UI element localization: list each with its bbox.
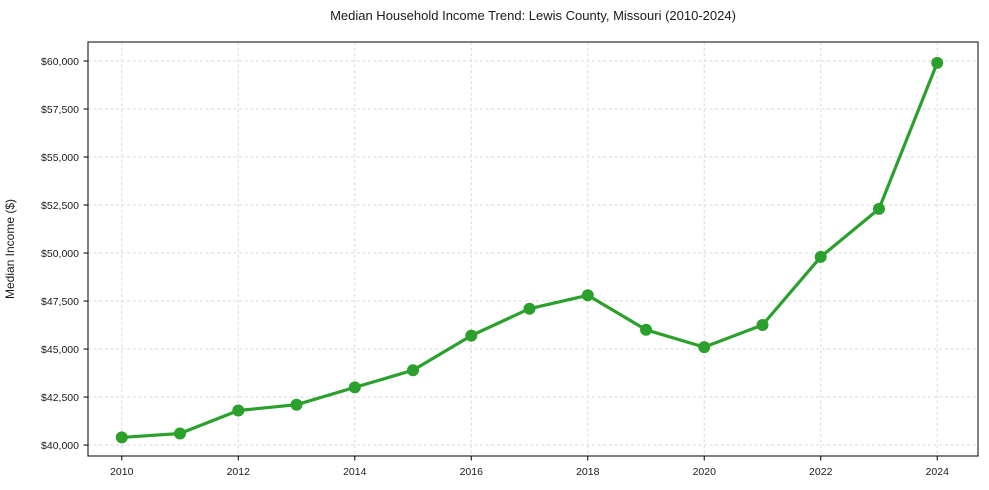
data-point-marker xyxy=(348,381,361,394)
data-point-marker xyxy=(931,56,944,69)
gridlines xyxy=(88,42,978,456)
y-tick-label: $40,000 xyxy=(41,440,79,452)
x-tick-label: 2010 xyxy=(110,466,134,478)
y-tick-label: $47,500 xyxy=(41,296,79,308)
line-series xyxy=(115,56,944,444)
y-tick-label: $50,000 xyxy=(41,248,79,260)
data-point-marker xyxy=(407,364,419,377)
data-point-marker xyxy=(698,341,711,354)
chart-title: Median Household Income Trend: Lewis Cou… xyxy=(330,8,736,23)
x-tick-label: 2024 xyxy=(926,466,950,478)
income-trend-line xyxy=(120,61,939,439)
x-tick-label: 2016 xyxy=(460,466,484,478)
data-point-marker xyxy=(523,302,536,315)
y-tick-label: $55,000 xyxy=(41,152,79,164)
data-point-marker xyxy=(232,404,245,417)
y-tick-label: $42,500 xyxy=(41,392,79,404)
y-axis-label: Median Income ($) xyxy=(3,199,17,299)
y-tick-label: $45,000 xyxy=(41,344,79,356)
axes: $40,000 $42,500 $45,000 $47,500 $50,000 $52,5… xyxy=(41,41,979,478)
data-point-marker xyxy=(640,323,652,336)
data-point-marker xyxy=(115,431,128,444)
y-tick-label: $60,000 xyxy=(41,56,79,68)
x-tick-label: 2018 xyxy=(576,466,600,478)
data-point-marker xyxy=(873,202,885,215)
x-tick-label: 2012 xyxy=(227,466,251,478)
x-tick-label: 2020 xyxy=(693,466,717,478)
data-point-marker xyxy=(465,329,478,342)
y-tick-label: $57,500 xyxy=(41,104,79,116)
x-tick-label: 2014 xyxy=(343,466,367,478)
data-point-marker xyxy=(174,427,186,440)
x-tick-label: 2022 xyxy=(809,466,833,478)
data-point-marker xyxy=(814,250,827,263)
plot-border xyxy=(87,41,979,457)
data-point-marker xyxy=(756,319,769,331)
data-point-marker xyxy=(290,398,303,411)
y-tick-label: $52,500 xyxy=(41,200,79,212)
data-point-marker xyxy=(581,289,594,302)
